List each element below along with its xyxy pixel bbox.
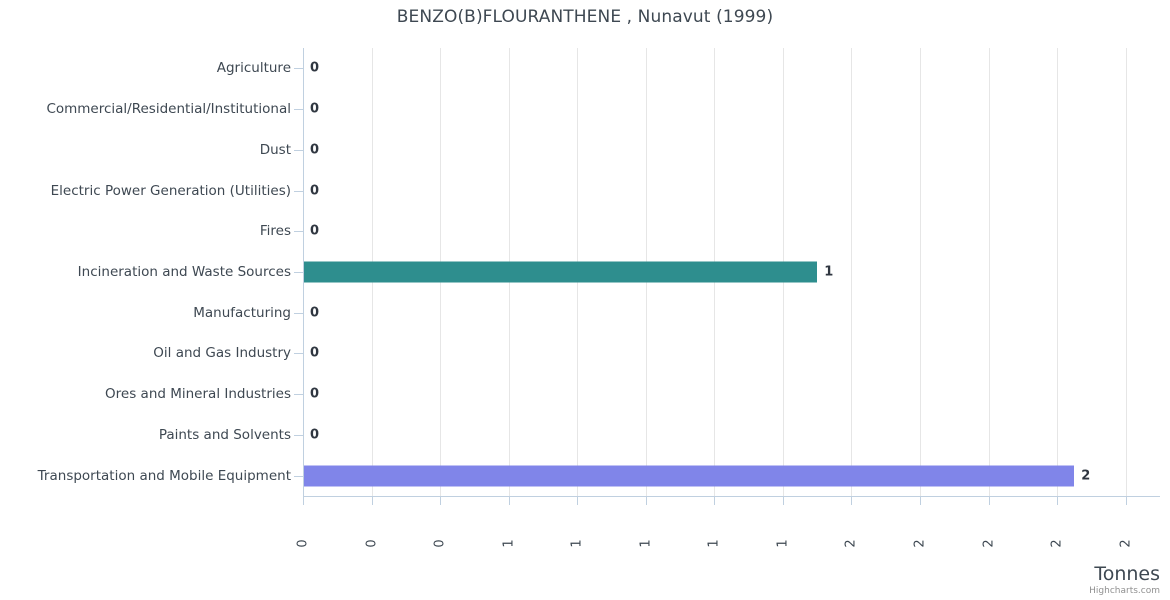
x-axis-tick <box>371 496 373 505</box>
bar-value-label: 0 <box>310 101 320 117</box>
y-axis-tick <box>294 109 303 111</box>
y-axis-line <box>303 48 304 496</box>
bar-value-label: 0 <box>310 427 320 443</box>
bar-value-label: 0 <box>310 305 320 321</box>
y-axis-labels-group: Agriculture Commercial/Residential/Instit… <box>0 48 291 496</box>
x-axis-label: 0 <box>295 539 311 548</box>
bar[interactable] <box>303 261 818 283</box>
gridline <box>1057 48 1059 496</box>
y-axis-label: Fires <box>259 223 291 240</box>
x-axis-tick <box>645 496 647 505</box>
plot-area: 0 0 0 0 0 1 0 0 0 0 2 <box>303 48 1160 496</box>
bar-value-label: 0 <box>310 223 320 239</box>
y-axis-tick <box>294 434 303 436</box>
bar-value-label: 0 <box>310 386 320 402</box>
x-axis-tick <box>988 496 990 505</box>
x-axis-label: 2 <box>1118 539 1134 548</box>
x-axis-label: 1 <box>501 539 517 548</box>
bar-value-label: 0 <box>310 183 320 199</box>
x-axis-label: 0 <box>364 539 380 548</box>
y-axis-tick <box>294 394 303 396</box>
bar-value-label: 0 <box>310 142 320 158</box>
bar-value-label: 0 <box>310 60 320 76</box>
y-axis-tick <box>294 475 303 477</box>
y-axis-tick <box>294 231 303 233</box>
x-axis-tick <box>782 496 784 505</box>
y-axis-label: Ores and Mineral Industries <box>105 386 291 403</box>
highcharts-credits[interactable]: Highcharts.com <box>1089 586 1160 596</box>
gridline <box>851 48 853 496</box>
x-axis-tick <box>508 496 510 505</box>
x-axis-label: 0 <box>432 539 448 548</box>
bar-value-label: 2 <box>1081 468 1091 484</box>
gridline <box>1125 48 1127 496</box>
x-axis-tick <box>920 496 922 505</box>
x-axis-label: 2 <box>912 539 928 548</box>
y-axis-tick <box>294 272 303 273</box>
x-axis-label: 1 <box>706 539 722 548</box>
x-axis-label: 2 <box>1049 539 1065 548</box>
bar[interactable] <box>303 465 1075 487</box>
x-axis-tick <box>577 496 579 505</box>
x-axis-title: Tonnes <box>1094 563 1160 585</box>
y-axis-tick <box>294 353 303 355</box>
gridline <box>988 48 990 496</box>
x-axis-label: 1 <box>638 539 654 548</box>
y-axis-label: Transportation and Mobile Equipment <box>37 467 291 484</box>
x-axis-tick <box>1125 496 1127 505</box>
y-axis-label: Oil and Gas Industry <box>153 345 291 362</box>
y-axis-label: Incineration and Waste Sources <box>77 264 291 280</box>
x-axis-label: 2 <box>981 539 997 548</box>
x-axis-tick <box>303 496 304 505</box>
x-axis-tick <box>1057 496 1059 505</box>
chart-title: BENZO(B)FLOURANTHENE , Nunavut (1999) <box>396 7 774 27</box>
y-axis-label: Dust <box>259 141 291 158</box>
x-axis-tick <box>714 496 716 505</box>
y-axis-tick <box>294 149 303 151</box>
x-axis-label: 1 <box>569 539 585 548</box>
y-axis-tick <box>294 68 303 70</box>
y-axis-label: Manufacturing <box>193 304 291 321</box>
bar-value-label: 0 <box>310 345 320 361</box>
x-axis-line <box>303 496 1160 497</box>
y-axis-label: Agriculture <box>216 60 291 77</box>
x-axis-label: 1 <box>775 539 791 548</box>
gridline <box>920 48 922 496</box>
y-axis-label: Commercial/Residential/Institutional <box>46 101 291 118</box>
y-axis-tick <box>294 190 303 192</box>
x-axis-tick <box>851 496 853 505</box>
y-axis-label: Paints and Solvents <box>158 426 291 443</box>
x-axis-label: 2 <box>843 539 859 548</box>
y-axis-tick <box>294 312 303 314</box>
x-axis-tick <box>440 496 442 505</box>
bar-value-label: 1 <box>824 264 834 280</box>
y-axis-label: Electric Power Generation (Utilities) <box>50 182 291 199</box>
